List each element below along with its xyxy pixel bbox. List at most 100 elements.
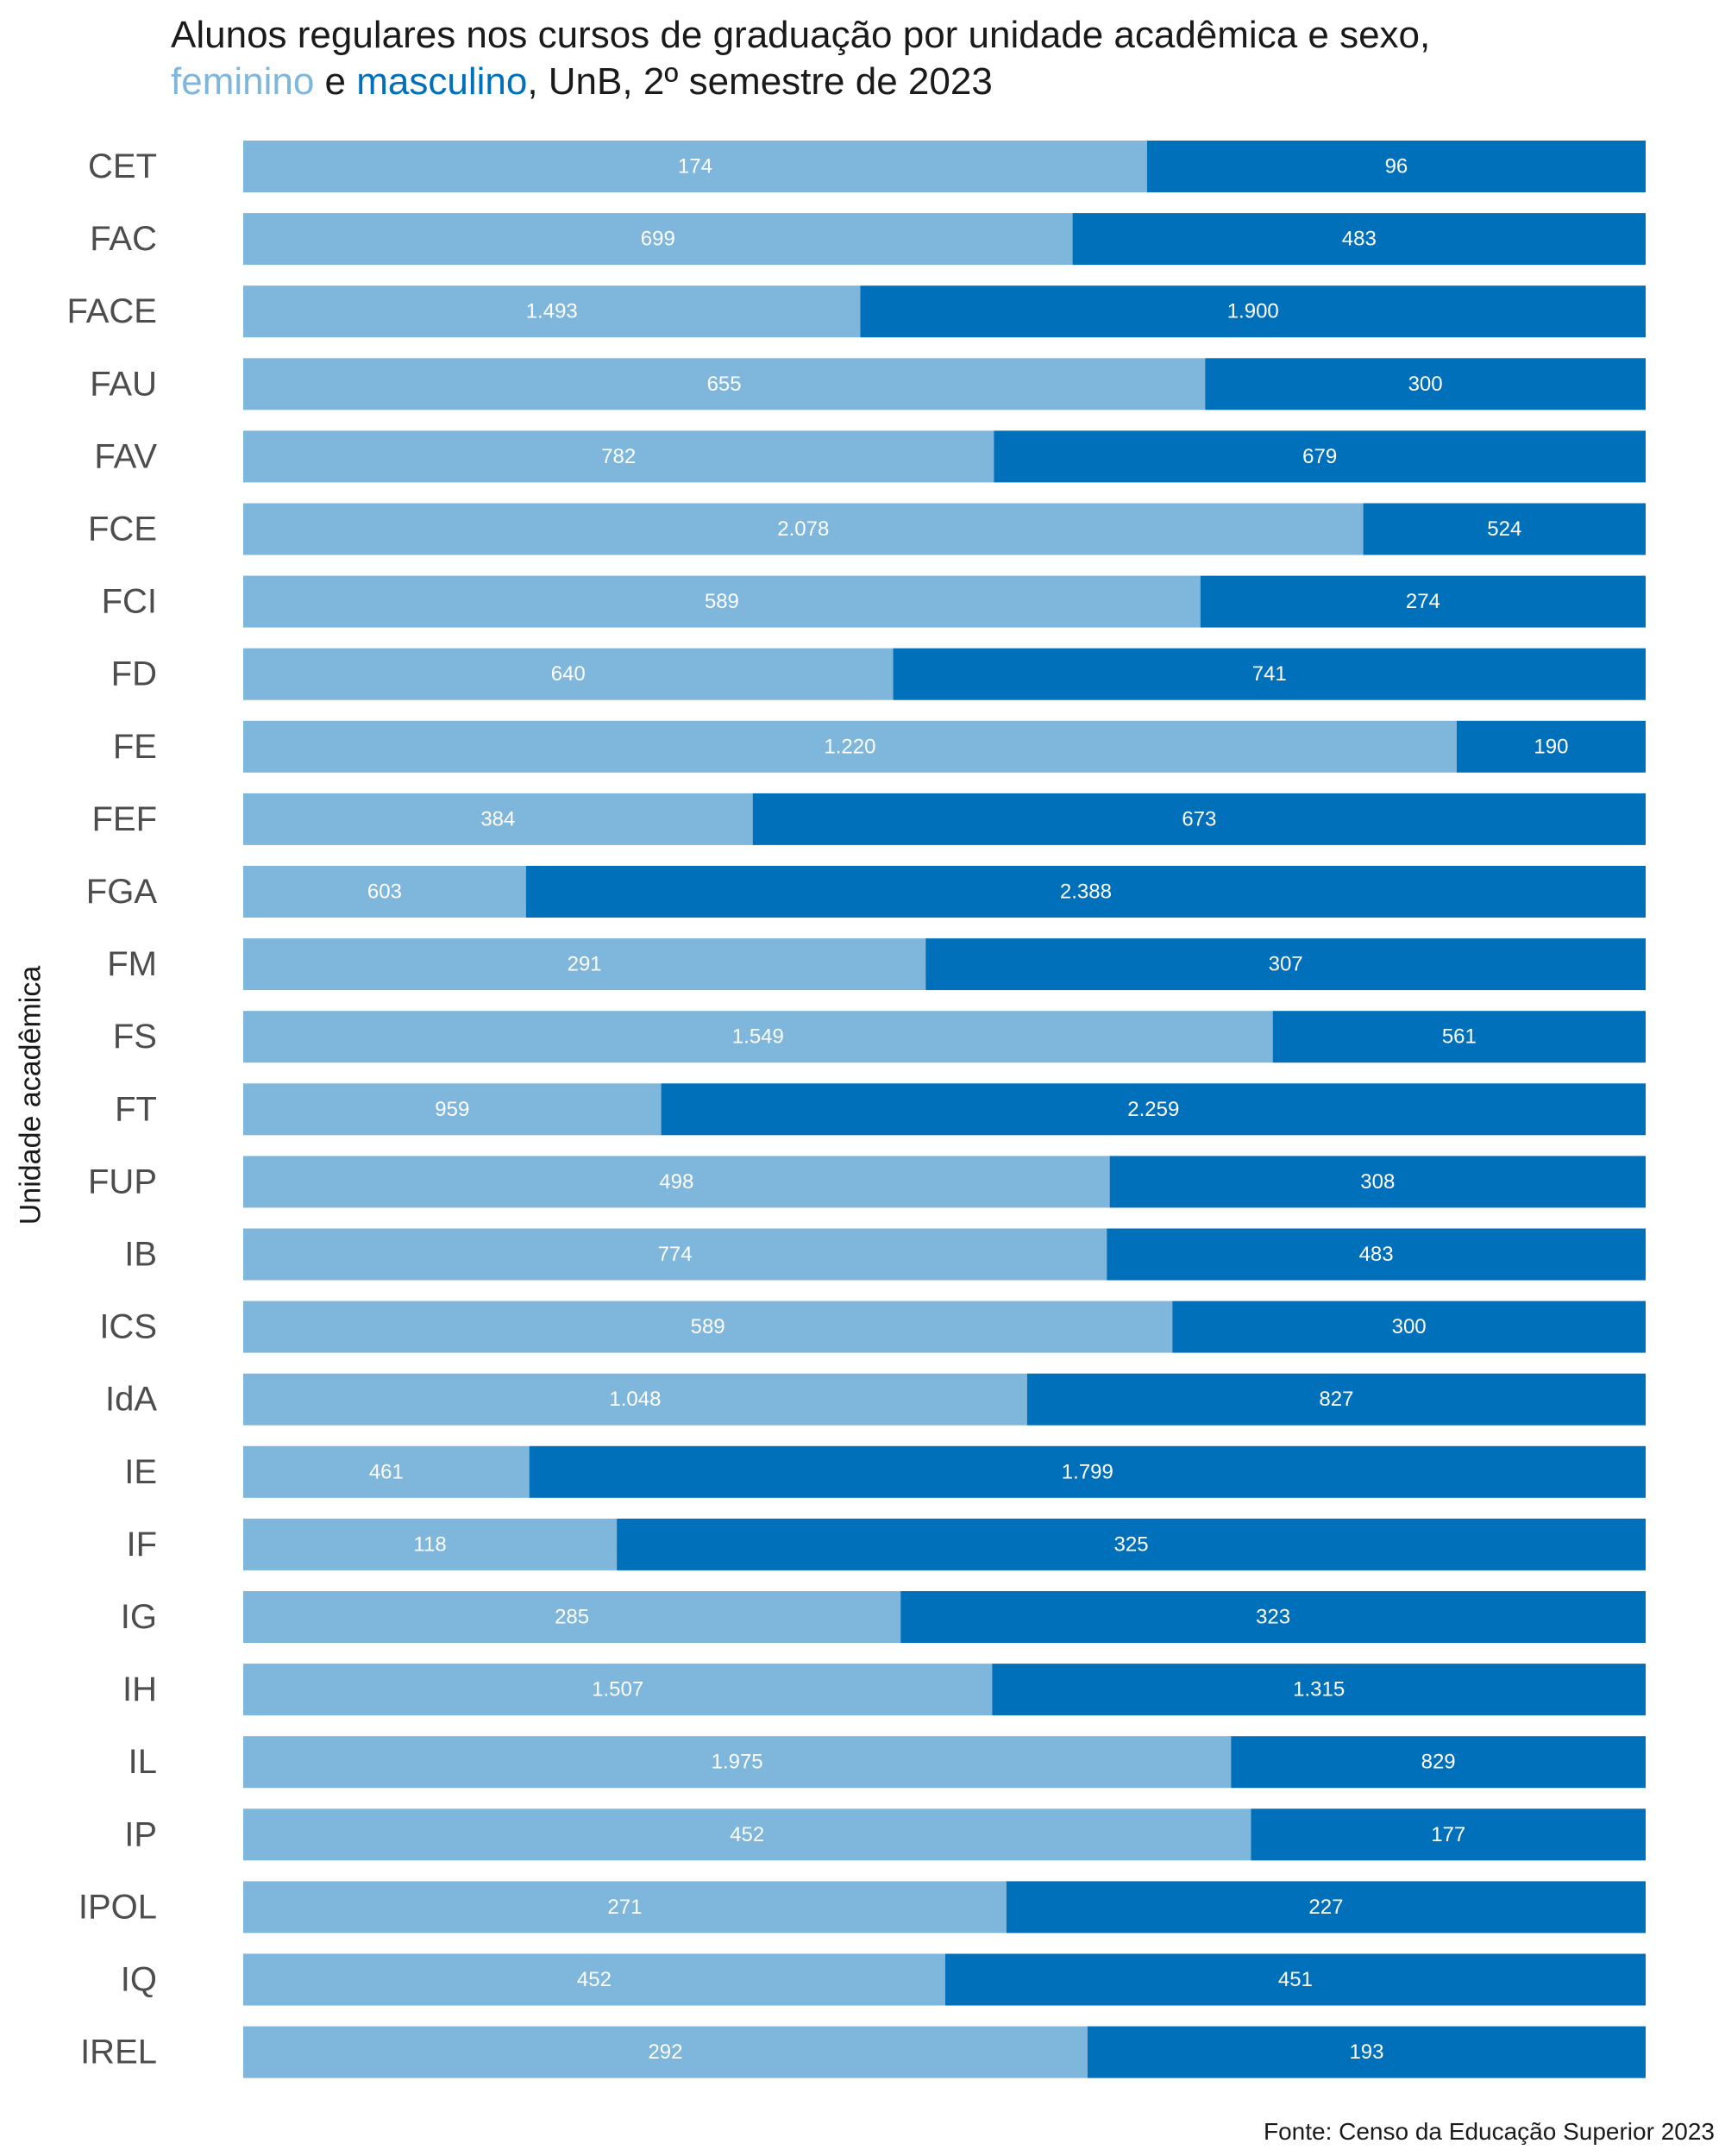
- label-masculino-FAV: 679: [1302, 445, 1337, 468]
- label-feminino-CET: 174: [678, 155, 712, 179]
- bar-masculino-IG: [900, 1591, 1646, 1643]
- label-feminino-FEF: 384: [480, 807, 515, 830]
- bar-feminino-IPOL: [243, 1881, 1007, 1934]
- label-feminino-IP: 452: [730, 1823, 764, 1846]
- title-line-1: Alunos regulares nos cursos de graduação…: [171, 14, 1431, 56]
- label-masculino-FEF: 673: [1182, 807, 1216, 830]
- label-masculino-FAC: 483: [1342, 228, 1377, 251]
- bar-masculino-FCE: [1363, 503, 1646, 555]
- bar-feminino-IP: [243, 1808, 1251, 1861]
- label-feminino-IB: 774: [658, 1243, 693, 1266]
- bar-feminino-CET: [243, 141, 1147, 192]
- label-masculino-FD: 741: [1252, 662, 1287, 686]
- label-feminino-IF: 118: [413, 1532, 446, 1556]
- label-feminino-FACE: 1.493: [526, 300, 578, 323]
- bar-feminino-FCE: [243, 503, 1364, 555]
- label-masculino-IH: 1.315: [1293, 1678, 1345, 1702]
- bar-feminino-IdA: [243, 1373, 1027, 1426]
- label-feminino-FE: 1.220: [824, 735, 875, 758]
- y-tick-FUP: FUP: [88, 1163, 157, 1200]
- bar-masculino-FT: [661, 1083, 1646, 1136]
- label-masculino-FUP: 308: [1360, 1170, 1395, 1194]
- bar-masculino-FAU: [1205, 358, 1646, 411]
- bar-masculino-CET: [1146, 141, 1646, 192]
- bar-masculino-IREL: [1087, 2026, 1646, 2078]
- label-masculino-FGA: 2.388: [1060, 881, 1112, 904]
- label-feminino-IdA: 1.048: [609, 1388, 661, 1411]
- y-tick-IE: IE: [124, 1453, 157, 1491]
- bar-masculino-FAC: [1072, 213, 1646, 266]
- y-tick-FAV: FAV: [94, 437, 157, 475]
- label-masculino-IF: 325: [1114, 1532, 1149, 1556]
- label-masculino-FAU: 300: [1408, 373, 1443, 396]
- y-tick-FCE: FCE: [88, 511, 157, 548]
- y-tick-FEF: FEF: [91, 800, 157, 838]
- label-feminino-FCE: 2.078: [777, 517, 829, 541]
- label-feminino-IPOL: 271: [607, 1896, 642, 1919]
- label-feminino-IG: 285: [555, 1606, 589, 1629]
- bar-feminino-IREL: [243, 2026, 1088, 2078]
- y-tick-IdA: IdA: [105, 1381, 157, 1419]
- label-masculino-ICS: 300: [1392, 1315, 1427, 1338]
- bar-feminino-FS: [243, 1011, 1273, 1063]
- bar-feminino-ICS: [243, 1300, 1173, 1353]
- label-feminino-IE: 461: [369, 1460, 404, 1483]
- label-masculino-CET: 96: [1385, 155, 1408, 179]
- y-tick-IP: IP: [124, 1815, 157, 1853]
- y-tick-FGA: FGA: [86, 873, 158, 911]
- label-feminino-IH: 1.507: [592, 1678, 643, 1702]
- label-masculino-FACE: 1.900: [1227, 300, 1279, 323]
- y-tick-IF: IF: [126, 1526, 157, 1564]
- bar-feminino-IB: [243, 1228, 1107, 1281]
- y-tick-FE: FE: [113, 728, 157, 766]
- bar-masculino-IPOL: [1006, 1881, 1646, 1934]
- bar-masculino-FEF: [752, 793, 1646, 845]
- bar-masculino-FE: [1456, 720, 1646, 773]
- y-tick-IG: IG: [121, 1598, 157, 1636]
- label-masculino-IG: 323: [1256, 1606, 1290, 1629]
- legend-masculino: masculino: [356, 60, 528, 103]
- bar-feminino-FUP: [243, 1156, 1110, 1208]
- bar-masculino-IQ: [944, 1953, 1646, 2006]
- bar-feminino-FM: [243, 938, 926, 991]
- y-tick-FAC: FAC: [90, 220, 157, 258]
- bar-masculino-IP: [1251, 1808, 1646, 1861]
- label-feminino-ICS: 589: [691, 1315, 725, 1338]
- label-feminino-FAV: 782: [601, 445, 636, 468]
- label-masculino-FS: 561: [1442, 1025, 1477, 1049]
- y-tick-FD: FD: [111, 655, 157, 693]
- label-feminino-FD: 640: [551, 662, 586, 686]
- bar-masculino-IH: [992, 1664, 1646, 1716]
- bar-masculino-FM: [925, 938, 1646, 991]
- bar-feminino-FEF: [243, 793, 753, 845]
- source-caption: Fonte: Censo da Educação Superior 2023: [1263, 2118, 1715, 2145]
- bar-masculino-FUP: [1109, 1156, 1646, 1208]
- bar-masculino-IE: [529, 1445, 1646, 1498]
- bar-masculino-IB: [1107, 1228, 1646, 1281]
- label-masculino-FCI: 274: [1406, 590, 1440, 613]
- bar-feminino-IH: [243, 1664, 993, 1716]
- y-tick-FACE: FACE: [67, 292, 157, 330]
- y-tick-FM: FM: [107, 945, 157, 983]
- bar-feminino-FE: [243, 720, 1457, 773]
- bar-feminino-FAV: [243, 430, 994, 483]
- label-masculino-IP: 177: [1431, 1823, 1465, 1846]
- title-line-2: feminino e masculino, UnB, 2º semestre d…: [171, 59, 1430, 105]
- legend-feminino: feminino: [171, 60, 315, 103]
- bar-feminino-FCI: [243, 575, 1201, 628]
- label-masculino-IE: 1.799: [1062, 1460, 1113, 1483]
- label-masculino-FCE: 524: [1487, 517, 1521, 541]
- bar-feminino-FAU: [243, 358, 1206, 411]
- label-masculino-FM: 307: [1269, 953, 1303, 976]
- label-feminino-IQ: 452: [577, 1968, 612, 1991]
- y-tick-IH: IH: [122, 1670, 157, 1708]
- bar-feminino-FGA: [243, 866, 526, 918]
- y-tick-IPOL: IPOL: [78, 1888, 157, 1926]
- title-rest: , UnB, 2º semestre de 2023: [527, 60, 993, 103]
- label-feminino-FAU: 655: [707, 373, 742, 396]
- label-feminino-FM: 291: [568, 953, 602, 976]
- bar-masculino-FS: [1272, 1011, 1646, 1063]
- bar-masculino-FCI: [1200, 575, 1646, 628]
- bar-feminino-FD: [243, 648, 894, 700]
